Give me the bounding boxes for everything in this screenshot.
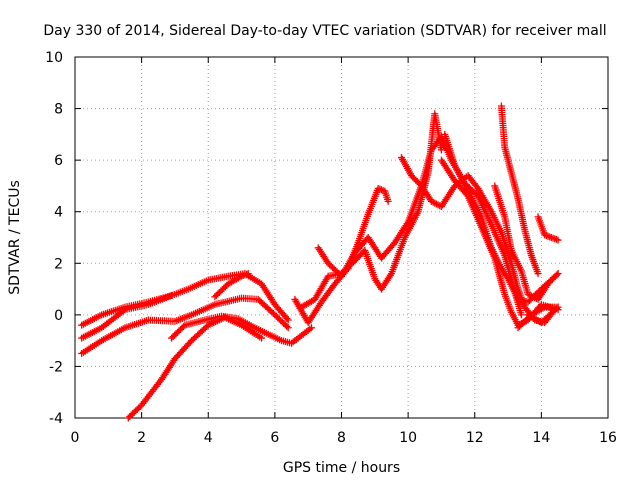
y-tick-label: 4 (54, 205, 63, 221)
x-tick-label: 12 (466, 430, 484, 446)
data-point (283, 322, 291, 330)
data-point (553, 271, 561, 279)
data-point (283, 314, 291, 322)
data-point (306, 325, 314, 333)
series-track-4 (124, 313, 266, 422)
x-tick-label: 14 (532, 430, 550, 446)
data-point (524, 311, 532, 319)
axis-ticks (74, 56, 609, 419)
y-tick-label: 10 (45, 50, 63, 66)
data-point (384, 197, 392, 205)
x-tick-label: 2 (137, 430, 146, 446)
y-tick-label: -2 (49, 359, 63, 375)
y-tick-label: 2 (54, 256, 63, 272)
x-tick-label: 10 (399, 430, 417, 446)
series-track-2 (78, 294, 292, 358)
y-tick-label: 0 (54, 308, 63, 324)
data-point (244, 270, 252, 278)
y-axis-label: SDTVAR / TECUs (7, 180, 23, 295)
data-point (284, 324, 292, 332)
data-point (258, 334, 266, 342)
data-point (534, 270, 542, 278)
chart-title: Day 330 of 2014, Sidereal Day-to-day VTE… (43, 23, 606, 39)
series-track-5 (168, 312, 316, 347)
series-track-15 (534, 213, 562, 244)
data-point (526, 312, 534, 320)
y-tick-label: 6 (54, 153, 63, 169)
series-track-14 (497, 102, 542, 278)
data-point (539, 304, 547, 312)
series-track-16 (514, 303, 562, 332)
series-track-6 (211, 270, 252, 301)
series-track-13 (491, 182, 562, 303)
data-point (308, 324, 316, 332)
series-track-3 (78, 292, 176, 329)
x-tick-label: 8 (337, 430, 346, 446)
data-point (168, 292, 176, 300)
x-axis-label: GPS time / hours (283, 460, 400, 476)
data-point (284, 316, 292, 324)
y-tick-label: -4 (49, 411, 63, 427)
series-track-9 (314, 133, 525, 319)
tick-labels: 0 2 4 6 8 10 12 14 16 -4 -2 0 2 4 6 8 10 (45, 50, 617, 446)
x-tick-label: 6 (270, 430, 279, 446)
x-tick-label: 0 (71, 430, 80, 446)
y-tick-label: 8 (54, 102, 63, 118)
data-point (554, 236, 562, 244)
x-tick-label: 4 (204, 430, 213, 446)
data-point (517, 311, 525, 319)
data-point (554, 270, 562, 278)
data-point (236, 273, 244, 281)
series-track-12 (441, 130, 562, 306)
x-tick-label: 16 (599, 430, 617, 446)
data-points (78, 102, 562, 422)
